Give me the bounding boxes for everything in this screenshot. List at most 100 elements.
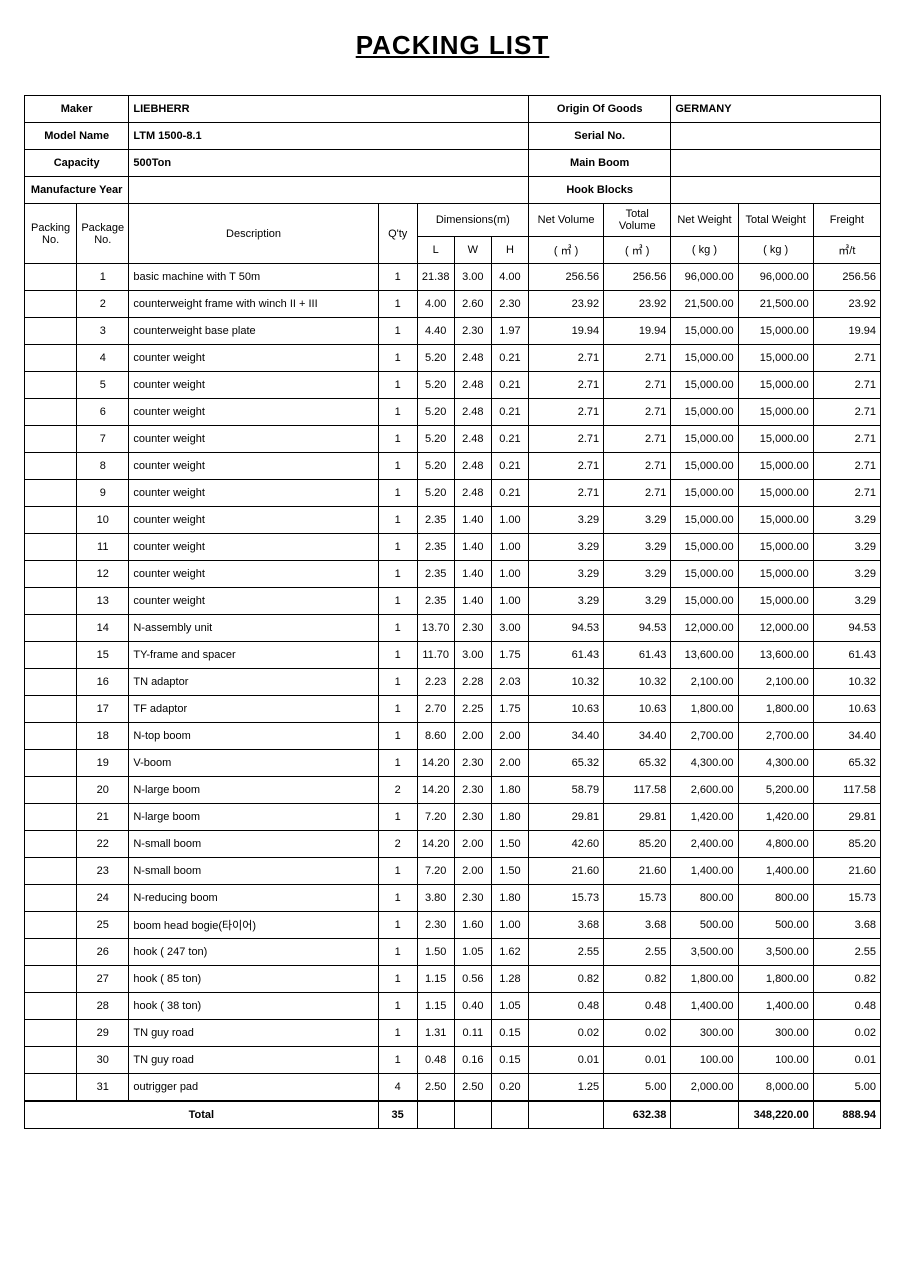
cell-W: 1.05 xyxy=(454,939,491,966)
cell-L: 5.20 xyxy=(417,453,454,480)
col-net-weight-unit: ( kg ) xyxy=(671,237,738,264)
cell-package-no: 19 xyxy=(77,750,129,777)
cell-net-weight: 15,000.00 xyxy=(671,480,738,507)
cell-W: 0.11 xyxy=(454,1020,491,1047)
cell-total-volume: 5.00 xyxy=(604,1074,671,1102)
cell-H: 3.00 xyxy=(491,615,528,642)
capacity-label: Capacity xyxy=(25,150,129,177)
cell-total-volume: 10.63 xyxy=(604,696,671,723)
cell-net-weight: 15,000.00 xyxy=(671,507,738,534)
cell-net-weight: 2,000.00 xyxy=(671,1074,738,1102)
cell-L: 1.50 xyxy=(417,939,454,966)
cell-package-no: 24 xyxy=(77,885,129,912)
cell-net-volume: 23.92 xyxy=(529,291,604,318)
col-freight-unit: ㎥/t xyxy=(813,237,880,264)
cell-W: 2.48 xyxy=(454,372,491,399)
total-qty: 35 xyxy=(378,1101,417,1129)
cell-package-no: 26 xyxy=(77,939,129,966)
cell-L: 21.38 xyxy=(417,264,454,291)
cell-L: 2.30 xyxy=(417,912,454,939)
cell-total-weight: 800.00 xyxy=(738,885,813,912)
total-W xyxy=(454,1101,491,1129)
cell-total-weight: 15,000.00 xyxy=(738,561,813,588)
col-freight: Freight xyxy=(813,204,880,237)
col-H: H xyxy=(491,237,528,264)
cell-qty: 1 xyxy=(378,507,417,534)
cell-L: 7.20 xyxy=(417,858,454,885)
cell-total-volume: 65.32 xyxy=(604,750,671,777)
cell-H: 4.00 xyxy=(491,264,528,291)
cell-package-no: 30 xyxy=(77,1047,129,1074)
table-row: 11counter weight12.351.401.003.293.2915,… xyxy=(25,534,881,561)
cell-L: 4.00 xyxy=(417,291,454,318)
cell-freight: 3.29 xyxy=(813,534,880,561)
cell-H: 1.97 xyxy=(491,318,528,345)
cell-W: 1.40 xyxy=(454,507,491,534)
table-row: 8counter weight15.202.480.212.712.7115,0… xyxy=(25,453,881,480)
cell-H: 2.00 xyxy=(491,750,528,777)
table-row: 17TF adaptor12.702.251.7510.6310.631,800… xyxy=(25,696,881,723)
col-total-weight: Total Weight xyxy=(738,204,813,237)
table-row: 6counter weight15.202.480.212.712.7115,0… xyxy=(25,399,881,426)
table-row: 2counterweight frame with winch II + III… xyxy=(25,291,881,318)
cell-H: 0.15 xyxy=(491,1047,528,1074)
table-row: 3counterweight base plate14.402.301.9719… xyxy=(25,318,881,345)
cell-net-volume: 42.60 xyxy=(529,831,604,858)
cell-W: 2.48 xyxy=(454,480,491,507)
cell-net-volume: 29.81 xyxy=(529,804,604,831)
cell-L: 14.20 xyxy=(417,831,454,858)
cell-package-no: 2 xyxy=(77,291,129,318)
cell-total-volume: 0.48 xyxy=(604,993,671,1020)
cell-H: 0.21 xyxy=(491,453,528,480)
cell-total-volume: 2.71 xyxy=(604,399,671,426)
table-row: 4counter weight15.202.480.212.712.7115,0… xyxy=(25,345,881,372)
cell-W: 2.25 xyxy=(454,696,491,723)
cell-qty: 1 xyxy=(378,642,417,669)
cell-total-weight: 1,420.00 xyxy=(738,804,813,831)
col-qty: Q'ty xyxy=(378,204,417,264)
cell-H: 1.80 xyxy=(491,777,528,804)
cell-freight: 10.32 xyxy=(813,669,880,696)
cell-freight: 65.32 xyxy=(813,750,880,777)
cell-total-volume: 2.71 xyxy=(604,453,671,480)
cell-total-volume: 29.81 xyxy=(604,804,671,831)
cell-description: TN guy road xyxy=(129,1047,378,1074)
cell-H: 1.50 xyxy=(491,831,528,858)
cell-freight: 2.55 xyxy=(813,939,880,966)
cell-net-weight: 4,300.00 xyxy=(671,750,738,777)
mainboom-value xyxy=(671,150,881,177)
cell-qty: 1 xyxy=(378,993,417,1020)
cell-W: 2.60 xyxy=(454,291,491,318)
table-row: 7counter weight15.202.480.212.712.7115,0… xyxy=(25,426,881,453)
cell-description: N-large boom xyxy=(129,804,378,831)
cell-H: 0.21 xyxy=(491,345,528,372)
cell-H: 1.00 xyxy=(491,507,528,534)
table-row: 31outrigger pad42.502.500.201.255.002,00… xyxy=(25,1074,881,1102)
total-H xyxy=(491,1101,528,1129)
cell-total-weight: 96,000.00 xyxy=(738,264,813,291)
cell-qty: 1 xyxy=(378,291,417,318)
cell-L: 2.23 xyxy=(417,669,454,696)
cell-net-volume: 19.94 xyxy=(529,318,604,345)
cell-net-volume: 3.68 xyxy=(529,912,604,939)
cell-package-no: 1 xyxy=(77,264,129,291)
cell-L: 4.40 xyxy=(417,318,454,345)
cell-net-weight: 15,000.00 xyxy=(671,426,738,453)
cell-description: counter weight xyxy=(129,345,378,372)
table-row: 5counter weight15.202.480.212.712.7115,0… xyxy=(25,372,881,399)
table-row: 18N-top boom18.602.002.0034.4034.402,700… xyxy=(25,723,881,750)
cell-net-weight: 2,600.00 xyxy=(671,777,738,804)
cell-W: 3.00 xyxy=(454,264,491,291)
cell-L: 2.35 xyxy=(417,534,454,561)
cell-total-weight: 100.00 xyxy=(738,1047,813,1074)
cell-net-weight: 1,800.00 xyxy=(671,966,738,993)
total-label: Total xyxy=(25,1101,379,1129)
cell-freight: 21.60 xyxy=(813,858,880,885)
hookblocks-value xyxy=(671,177,881,204)
cell-qty: 4 xyxy=(378,1074,417,1102)
cell-net-volume: 10.63 xyxy=(529,696,604,723)
cell-L: 5.20 xyxy=(417,345,454,372)
cell-qty: 1 xyxy=(378,480,417,507)
cell-W: 2.30 xyxy=(454,885,491,912)
cell-freight: 0.82 xyxy=(813,966,880,993)
